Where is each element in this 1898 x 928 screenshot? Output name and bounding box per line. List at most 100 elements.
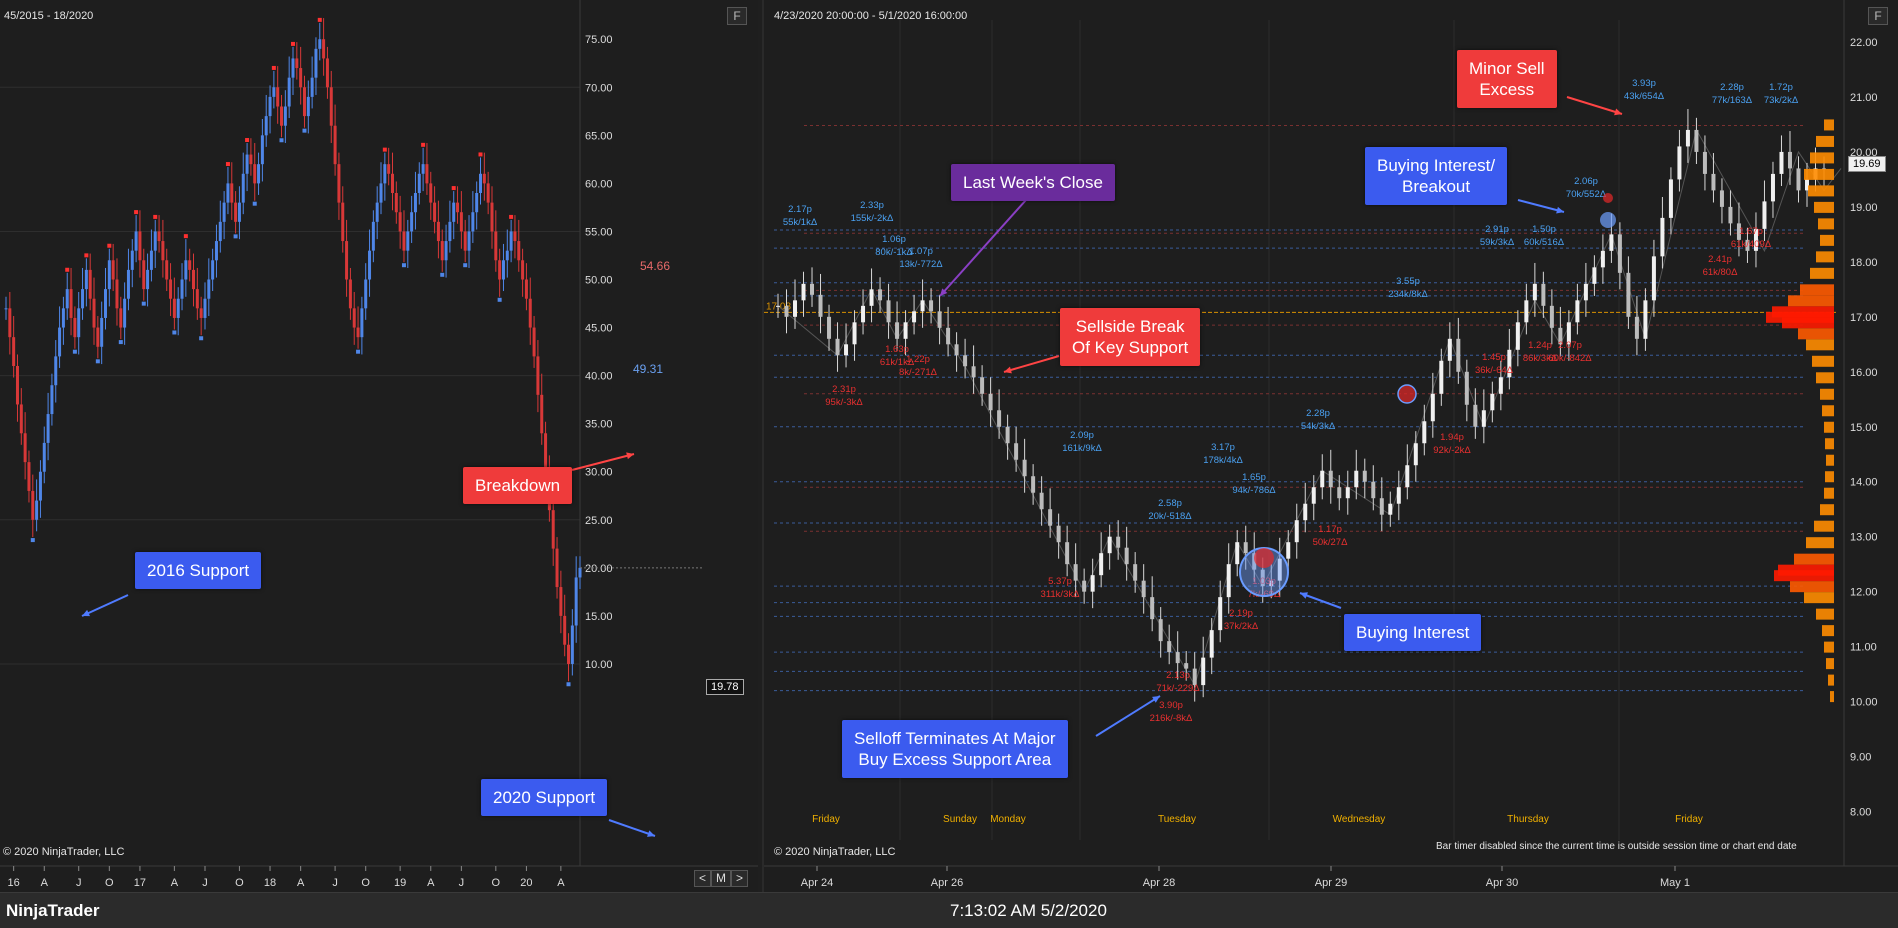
left-candle-body	[436, 221, 440, 242]
left-candle-body	[119, 308, 123, 328]
left-candle-body	[4, 308, 8, 310]
arrow-minor-sell-excess-head	[1614, 108, 1622, 116]
right-candle-body	[810, 283, 815, 295]
callout-last-week-close: Last Week's Close	[951, 164, 1115, 201]
left-candle-body	[100, 317, 104, 347]
right-candle-body	[1634, 316, 1639, 339]
right-swing-stat-label: 1.45p	[1482, 352, 1506, 363]
left-candle-body	[509, 231, 513, 251]
right-swing-volume-label: 311k/3kΔ	[1041, 589, 1081, 600]
right-candle-body	[852, 322, 857, 345]
bar-timer-note: Bar timer disabled since the current tim…	[1436, 841, 1797, 852]
left-candle-body	[138, 231, 142, 261]
left-candle-body	[92, 298, 96, 328]
right-candle-body	[1328, 470, 1333, 488]
left-candle-body	[146, 269, 150, 290]
right-day-label: Tuesday	[1158, 814, 1196, 825]
right-candle-body	[1337, 487, 1342, 499]
left-f-button[interactable]: F	[727, 7, 747, 25]
right-candle-body	[1719, 190, 1724, 207]
right-swing-volume-label: 86k/3kΔ	[1523, 353, 1558, 364]
right-volume-profile-bar	[1800, 284, 1834, 296]
left-swing-high-marker	[225, 162, 230, 167]
left-candle-body	[463, 231, 467, 251]
right-candle-body	[1184, 663, 1189, 669]
right-day-label: Wednesday	[1333, 814, 1386, 825]
right-candle-body	[1566, 322, 1571, 345]
left-candle-body	[226, 183, 230, 203]
left-swing-high-marker	[451, 186, 456, 191]
callout-minor-sell-excess: Minor Sell Excess	[1457, 50, 1557, 108]
right-volume-profile-bar	[1820, 234, 1834, 246]
right-chart-canvas[interactable]: 22.00 21.00 20.00 19.00 18.00 17.00 16.00 15.00…	[764, 0, 1898, 892]
right-candle-body	[1303, 503, 1308, 521]
right-candle-body	[1736, 223, 1741, 240]
right-swing-stat-label: 1.65p	[1242, 472, 1266, 483]
left-candle-body	[38, 471, 42, 501]
right-candle-body	[1643, 300, 1648, 339]
right-y-tick: 21.00	[1850, 92, 1878, 104]
arrow-2016-support	[81, 594, 129, 617]
right-volume-profile-bar	[1794, 553, 1834, 565]
right-swing-volume-label: 54k/3kΔ	[1301, 421, 1336, 432]
left-candle-body	[237, 202, 241, 222]
right-candle-body	[818, 294, 823, 317]
right-volume-profile-bar	[1820, 388, 1834, 400]
left-candle-body	[234, 202, 238, 222]
right-candle-body	[1243, 542, 1248, 554]
right-candle-body	[1116, 536, 1121, 548]
clock: 7:13:02 AM 5/2/2020	[950, 901, 1107, 920]
left-candle-body	[149, 250, 153, 270]
right-x-tick: May 1	[1660, 877, 1690, 889]
right-y-tick: 11.00	[1850, 642, 1877, 654]
left-price-label-high: 54.66	[640, 259, 670, 273]
left-candle-body	[195, 289, 199, 309]
left-chart-panel[interactable]: 75.00 70.00 65.00 60.00 55.00 50.00 45.00 40.00…	[0, 0, 758, 892]
nav-period-button[interactable]: M	[711, 870, 732, 887]
right-candle-body	[946, 327, 951, 345]
left-candle-body	[230, 183, 234, 203]
left-x-tick: J	[332, 877, 338, 889]
left-candle-body	[81, 289, 85, 309]
left-candle-body	[260, 135, 264, 165]
right-candle-body	[1524, 300, 1529, 323]
left-candle-body	[299, 68, 303, 88]
right-swing-stat-label: 2.41p	[1708, 254, 1732, 265]
brand-logo: NinjaTrader	[6, 901, 100, 920]
right-volume-profile-bar	[1825, 438, 1834, 450]
arrow-2020-support-head	[647, 830, 655, 837]
nav-next-button[interactable]: >	[731, 870, 749, 887]
left-candle-body	[551, 510, 555, 549]
right-swing-stat-label: 1.06p	[882, 234, 906, 245]
right-y-tick: 14.00	[1850, 477, 1878, 489]
right-candle-body	[1311, 487, 1316, 504]
right-swing-stat-label: 2.31p	[832, 384, 856, 395]
left-chart-canvas[interactable]: 75.00 70.00 65.00 60.00 55.00 50.00 45.00 40.00…	[0, 0, 758, 892]
right-candle-body	[1430, 393, 1435, 422]
left-x-tick: 17	[134, 877, 146, 889]
left-candle-body	[406, 231, 410, 251]
right-swing-stat-label: 5.37p	[1048, 576, 1072, 587]
right-candle-body	[1218, 597, 1223, 631]
right-swing-stat-label: 2.19p	[1229, 608, 1253, 619]
callout-buying-interest-breakout: Buying Interest/ Breakout	[1365, 147, 1508, 205]
right-chart-panel[interactable]: 22.00 21.00 20.00 19.00 18.00 17.00 16.00 15.00…	[762, 0, 1898, 892]
left-x-tick: 18	[264, 877, 276, 889]
right-f-button[interactable]: F	[1868, 7, 1888, 25]
right-candle-body	[1277, 558, 1282, 581]
left-x-tick: J	[459, 877, 465, 889]
left-candle-body	[413, 193, 417, 213]
right-candle-body	[1583, 283, 1588, 301]
nav-prev-button[interactable]: <	[694, 870, 712, 887]
right-x-tick: Apr 24	[801, 877, 833, 889]
left-candle-body	[379, 183, 383, 203]
left-swing-high-marker	[271, 65, 276, 70]
right-candle-body	[1677, 146, 1682, 180]
right-y-tick: 12.00	[1850, 587, 1878, 599]
left-candle-body	[364, 279, 368, 309]
right-swing-volume-label: 13k/-772Δ	[899, 259, 943, 270]
arrow-selloff-terminates-head	[1152, 696, 1160, 703]
left-candle-body	[249, 154, 253, 165]
left-candle-body	[111, 260, 115, 280]
left-y-tick: 15.00	[585, 611, 613, 623]
